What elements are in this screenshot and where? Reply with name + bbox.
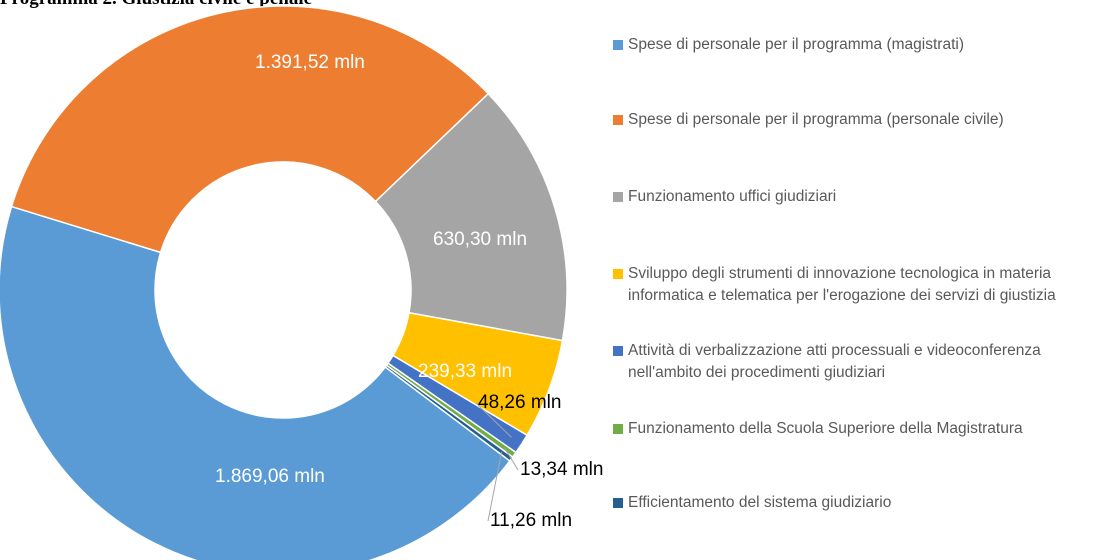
data-label: 48,26 mln (478, 392, 561, 413)
data-label: 1.391,52 mln (255, 52, 365, 73)
donut-segment (374, 92, 568, 342)
chart-title: Programma 2. Giustizia civile e penale (0, 0, 312, 9)
leader-line (475, 402, 512, 438)
legend-swatch (613, 346, 623, 356)
donut-segment (384, 364, 514, 462)
legend-swatch (613, 269, 623, 279)
leader-line (504, 447, 519, 471)
legend-label: Sviluppo degli strumenti di innovazione … (628, 265, 1056, 304)
donut-segment (0, 205, 511, 560)
data-label: 1.869,06 mln (215, 466, 325, 487)
legend-swatch (613, 192, 623, 202)
donut-segment (10, 5, 490, 254)
data-label: 239,33 mln (418, 361, 512, 382)
legend-label: Efficientamento del sistema giudiziario (628, 494, 892, 511)
legend-swatch (613, 40, 623, 50)
data-label: 11,26 mln (490, 510, 572, 531)
leader-line (487, 451, 503, 522)
data-label: 630,30 mln (433, 229, 527, 250)
legend-label: Spese di personale per il programma (per… (628, 111, 1004, 128)
data-label: 13,34 mln (520, 459, 603, 480)
legend-swatch (613, 498, 623, 508)
legend-label: Funzionamento della Scuola Superiore del… (628, 420, 1023, 437)
legend-label: Spese di personale per il programma (mag… (628, 36, 964, 53)
legend-swatch (613, 115, 623, 125)
legend-label: Funzionamento uffici giudiziari (628, 188, 837, 205)
legend-label: Attività di verbalizzazione atti process… (628, 342, 1041, 381)
legend-swatch (613, 424, 623, 434)
